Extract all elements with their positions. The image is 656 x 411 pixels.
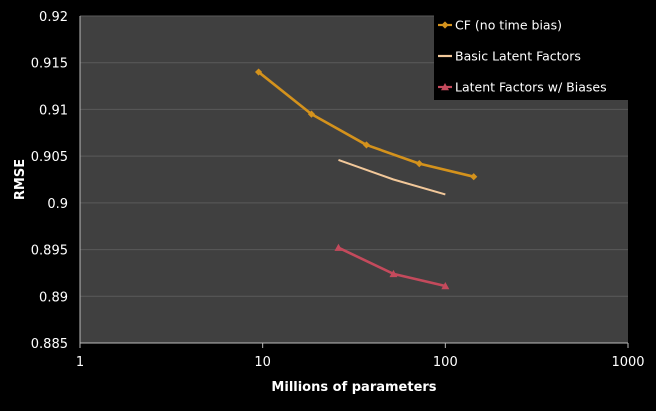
data-point xyxy=(362,141,371,149)
y-tick-label: 0.905 xyxy=(31,150,68,165)
y-tick-label: 0.92 xyxy=(39,10,68,25)
series-group xyxy=(254,68,478,181)
data-point xyxy=(254,68,263,76)
legend-label: Basic Latent Factors xyxy=(455,49,581,64)
y-tick-label: 0.895 xyxy=(31,244,68,259)
legend-label: Latent Factors w/ Biases xyxy=(455,80,607,95)
y-tick-label: 0.91 xyxy=(39,103,68,118)
x-tick-label: 1000 xyxy=(611,355,644,370)
data-point xyxy=(389,269,398,278)
data-point xyxy=(334,243,343,251)
series-layer xyxy=(254,68,478,290)
legend-marker xyxy=(441,21,449,29)
data-point xyxy=(415,160,423,168)
series-group xyxy=(338,158,446,196)
y-axis-tick-labels: 0.885 0.89 0.895 0.9 0.905 0.91 0.915 0.92 xyxy=(31,10,68,352)
data-point xyxy=(470,173,478,181)
x-tick-label: 10 xyxy=(254,355,271,370)
legend-item: Basic Latent Factors xyxy=(438,49,581,64)
legend-background xyxy=(434,10,630,100)
x-tick-label: 1 xyxy=(76,355,84,370)
series-group xyxy=(334,243,450,290)
y-tick-label: 0.885 xyxy=(31,337,68,352)
legend: CF (no time bias) Basic Latent Factors Lat… xyxy=(434,10,630,100)
y-tick-label: 0.89 xyxy=(39,290,68,305)
data-point xyxy=(441,282,450,290)
legend-marker xyxy=(441,83,449,91)
y-tick-label: 0.9 xyxy=(47,197,68,212)
y-axis-title: RMSE xyxy=(13,159,28,200)
x-tick-label: 100 xyxy=(433,355,458,370)
x-axis-title: Millions of parameters xyxy=(271,380,436,395)
data-point xyxy=(307,110,316,118)
legend-label: CF (no time bias) xyxy=(455,18,562,33)
legend-item: CF (no time bias) xyxy=(438,18,562,33)
y-tick-label: 0.915 xyxy=(31,57,68,72)
x-axis-tick-labels: 1 10 100 1000 xyxy=(76,355,645,370)
legend-item: Latent Factors w/ Biases xyxy=(438,80,607,95)
